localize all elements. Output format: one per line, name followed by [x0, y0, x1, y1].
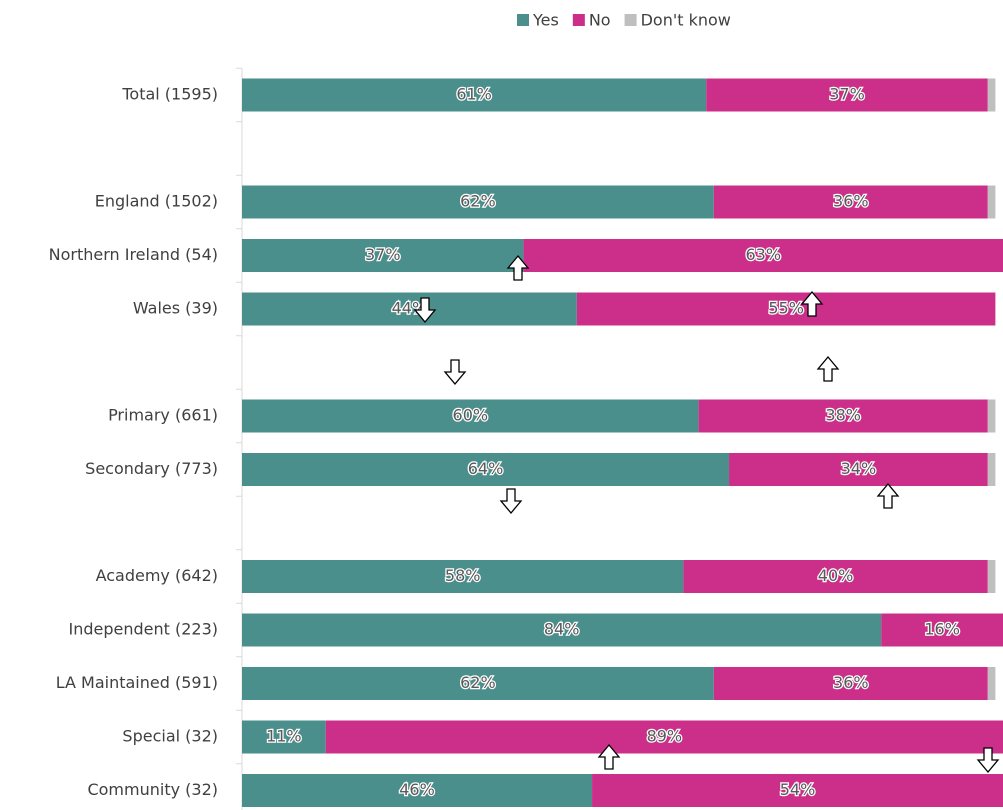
bar-segment: [592, 774, 1003, 807]
significance-arrows: [413, 254, 1000, 774]
legend-swatch: [624, 14, 637, 26]
value-label: 62%: [460, 192, 496, 211]
bar-segment: [706, 78, 988, 112]
value-label: 64%: [468, 459, 504, 478]
bar-segment: [242, 453, 730, 486]
bar-segment: [987, 453, 996, 486]
value-label: 37%: [829, 85, 865, 104]
arrow-up: [816, 355, 840, 382]
y-tick-label: Academy (642): [96, 566, 218, 585]
bar-segment: [729, 453, 988, 486]
value-label: 16%: [924, 620, 960, 639]
bar-segment: [987, 78, 996, 112]
value-label: 58%: [445, 566, 481, 585]
arrow-up: [506, 254, 530, 281]
value-label: 60%: [453, 406, 489, 425]
arrow-down: [443, 359, 467, 386]
arrow-up: [800, 290, 824, 317]
bar-segment: [242, 399, 699, 433]
arrow-down: [413, 297, 437, 324]
bar-segment: [242, 667, 714, 700]
value-label: 62%: [460, 673, 496, 692]
bar-segment: [713, 667, 988, 700]
value-label: 46%: [399, 780, 435, 799]
value-label: 89%: [647, 727, 683, 746]
value-label: 40%: [818, 566, 854, 585]
legend-label: Yes: [532, 11, 559, 30]
value-label: 11%: [266, 727, 302, 746]
legend-label: No: [589, 11, 611, 30]
arrow-down: [499, 488, 523, 515]
value-label: 84%: [544, 620, 580, 639]
y-tick-label: LA Maintained (591): [56, 673, 218, 692]
bar-segment: [242, 774, 593, 807]
bar-segment: [987, 399, 996, 433]
bar-segment: [242, 292, 577, 326]
bar-segment: [242, 720, 326, 754]
legend-swatch: [572, 14, 585, 26]
bar-segment: [698, 399, 988, 433]
y-tick-label: Community (32): [87, 780, 218, 799]
y-tick-label: England (1502): [95, 192, 218, 211]
legend-label: Don't know: [641, 11, 731, 30]
bar-segment: [242, 560, 684, 593]
y-tick-label: Wales (39): [133, 299, 218, 318]
bar-segment: [242, 613, 882, 647]
y-tick-label: Primary (661): [108, 406, 218, 425]
arrow-up: [597, 743, 621, 770]
bar-segment: [242, 185, 714, 219]
value-label: 55%: [768, 299, 804, 318]
bar-segment: [576, 292, 996, 326]
value-label: 61%: [456, 85, 492, 104]
arrow-up: [876, 482, 900, 509]
bar-segment: [242, 78, 707, 112]
value-label: 38%: [825, 406, 861, 425]
y-tick-label: Special (32): [122, 727, 218, 746]
value-label: 37%: [365, 245, 401, 264]
bar-segment: [987, 185, 996, 219]
bar-segment: [523, 239, 1003, 272]
y-tick-label: Independent (223): [68, 620, 218, 639]
bar-segment: [713, 185, 988, 219]
y-tick-label: Northern Ireland (54): [49, 245, 218, 264]
legend-swatch: [517, 14, 529, 26]
value-label: 54%: [780, 780, 816, 799]
bar-segment: [683, 560, 988, 593]
bar-segment: [881, 613, 1003, 647]
arrow-down: [976, 747, 1000, 774]
value-label: 34%: [841, 459, 877, 478]
bar-segment: [325, 720, 1003, 754]
y-tick-label: Secondary (773): [85, 459, 218, 478]
plot: Total (1595) 61% 37% England (1502) 62% 36% No…: [49, 11, 1003, 810]
bar-segment: [242, 239, 524, 272]
bar-segment: [987, 560, 996, 593]
y-tick-label: Total (1595): [121, 85, 218, 104]
bar-segment: [987, 667, 996, 700]
value-label: 63%: [746, 245, 782, 264]
value-label: 36%: [833, 673, 869, 692]
value-label: 36%: [833, 192, 869, 211]
